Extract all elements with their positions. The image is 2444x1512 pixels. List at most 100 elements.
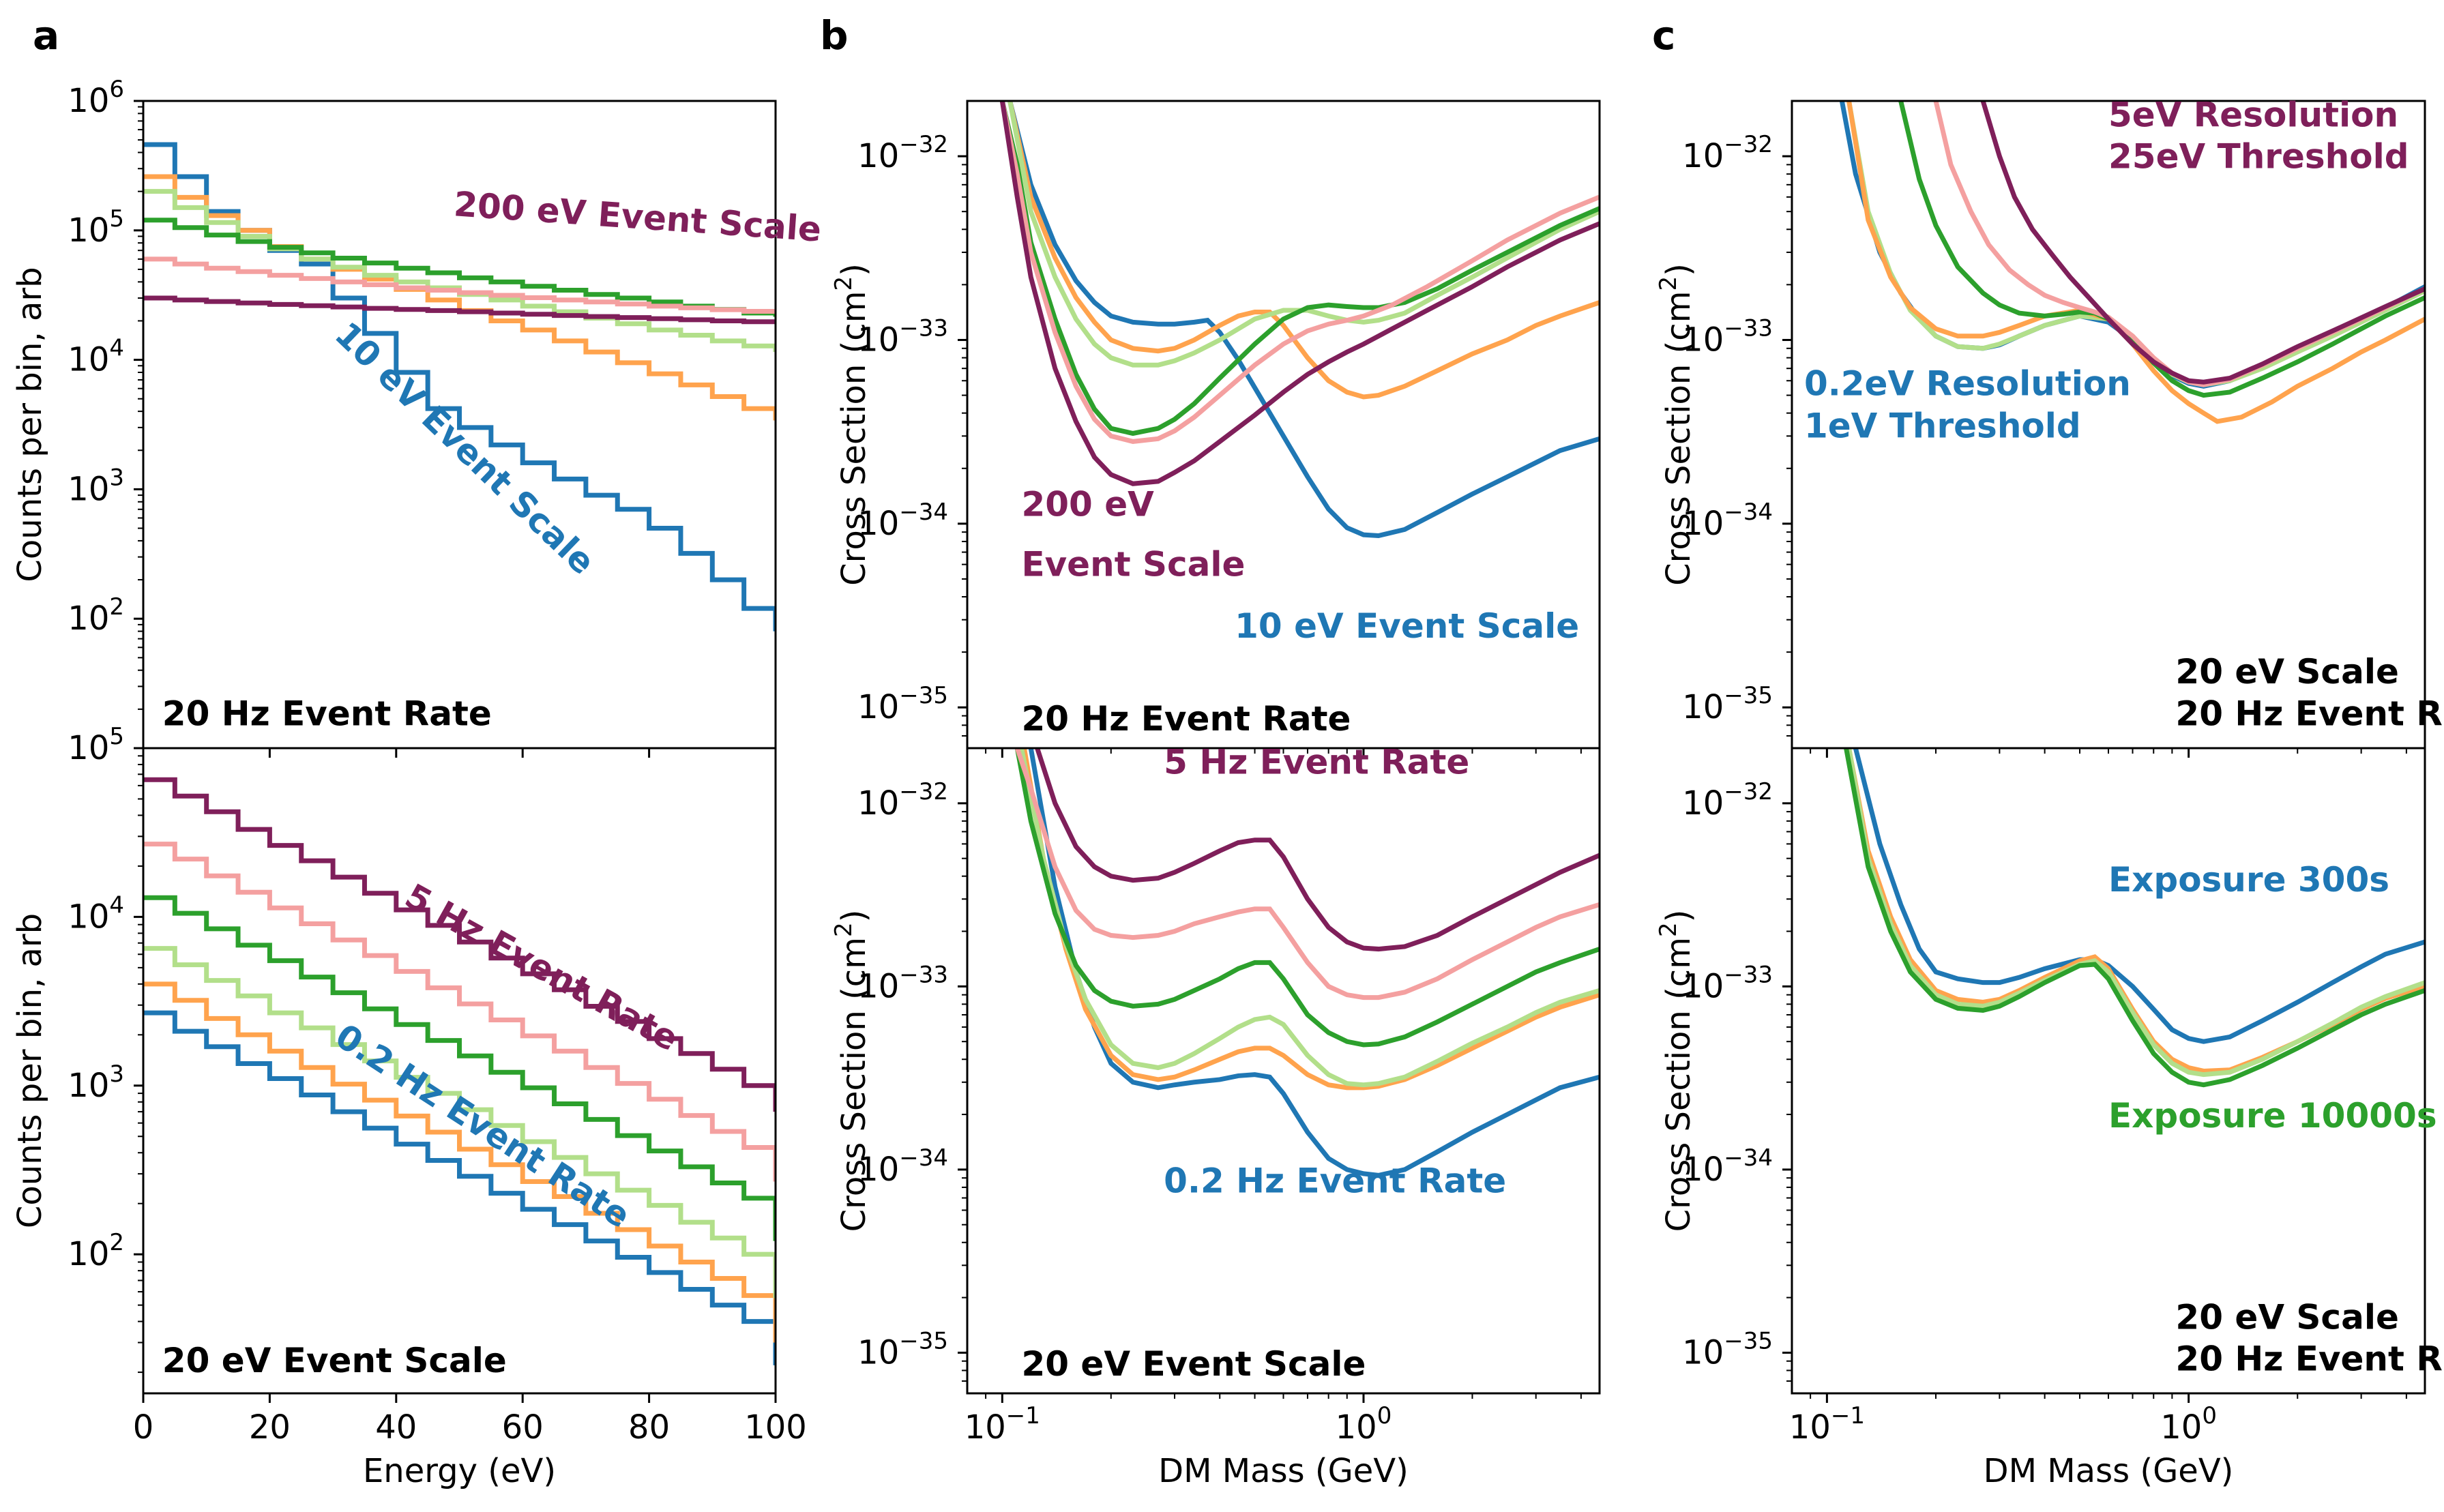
y-tick-label: 105 [68,205,124,250]
y-axis-label: Cross Section (cm2) [1655,910,1698,1232]
series-line-orange [1022,748,1600,1091]
series-line-blue [143,1010,776,1365]
y-tick-exponent: 4 [109,335,124,362]
annotation: 10 eV Event Scale [327,314,603,582]
series-line-lightgreen [1019,748,1600,1088]
y-tick-exponent: −33 [1724,961,1773,988]
y-axis-label: Cross Section (cm2) [1655,263,1698,586]
series-line-orange [143,981,776,1343]
y-axis-label: Counts per bin, arb [11,913,49,1228]
y-tick-label: 103 [68,464,124,508]
y-tick-exponent: 2 [109,593,124,621]
y-tick-label: 10−35 [1682,682,1773,726]
series-line-maroon [1980,101,2425,385]
series-group [1014,748,1600,1178]
series-group [999,101,1600,539]
series-line-blue [1007,101,1600,539]
annotation: 10 eV Event Scale [1235,606,1579,646]
axes-frame [966,747,1601,1395]
x-tick-label: 40 [375,1408,417,1447]
y-tick-exponent: 3 [109,1061,124,1088]
y-axis-label-sup: 2 [830,922,857,937]
y-tick-exponent: 2 [109,1229,124,1256]
annotation: 5 Hz Event Rate [1164,743,1469,782]
y-tick-label: 10−35 [1682,1327,1773,1372]
y-tick-label: 104 [68,891,124,936]
annotation: Exposure 300s [2108,860,2389,900]
y-tick-exponent: 5 [109,205,124,233]
series-line-pink [999,101,1600,444]
y-tick-exponent: −34 [899,1144,948,1172]
y-tick-label: 10−32 [1682,778,1773,822]
y-axis-label-end: ) [1660,910,1698,923]
axes-frame [142,747,777,1395]
annotation: Exposure 10000s [2108,1096,2437,1136]
y-tick-label: 10−32 [857,131,948,175]
y-axis-label-end: ) [835,263,873,276]
x-tick-exponent: 0 [1377,1402,1392,1429]
y-tick-label: 103 [68,1061,124,1105]
x-axis-label: DM Mass (GeV) [1984,1452,2234,1490]
x-tick-exponent: −1 [1831,1402,1865,1429]
series-line-maroon [143,777,776,1112]
y-tick-exponent: 3 [109,464,124,491]
y-tick-label: 10−32 [857,778,948,822]
y-axis-label-sup: 2 [830,276,857,291]
annotation: 200 eV [1021,485,1154,524]
annotation: 0.2 Hz Event Rate [1164,1161,1506,1200]
series-line-maroon [1035,748,1600,952]
annotation: 25eV Threshold [2108,137,2409,177]
y-tick-exponent: −35 [1724,1327,1773,1354]
annotation: 20 Hz Event Rate [1021,699,1351,739]
y-tick-exponent: −34 [899,499,948,526]
y-tick-label: 10−32 [1682,131,1773,175]
y-axis-label-sup: 2 [1655,276,1682,291]
series-line-maroon [999,101,1600,486]
x-tick-label: 0 [133,1408,154,1447]
y-axis-label: Counts per bin, arb [11,267,49,582]
x-axis-label: DM Mass (GeV) [1158,1452,1409,1490]
series-line-lightgreen [1007,101,1600,368]
y-tick-label: 106 [68,76,124,120]
x-tick-label: 100 [744,1408,807,1447]
series-line-pink [143,256,776,314]
x-tick-exponent: −1 [1006,1402,1040,1429]
x-tick-label: 100 [2160,1402,2217,1447]
y-axis-label: Cross Section (cm2) [830,910,873,1232]
y-tick-exponent: −34 [1724,1144,1773,1172]
y-tick-exponent: −33 [1724,314,1773,342]
x-tick-label: 20 [249,1408,291,1447]
x-tick-label: 60 [502,1408,544,1447]
series-line-darkgreen [1014,748,1600,1048]
y-tick-exponent: −32 [1724,778,1773,805]
y-axis-label-sup: 2 [1655,922,1682,937]
annotation: 1eV Threshold [1804,406,2081,445]
x-tick-label: 80 [628,1408,670,1447]
y-tick-exponent: −34 [1724,499,1773,526]
series-line-blue [1028,748,1600,1178]
panel-label-c: c [1652,12,1675,59]
annotation: 5 Hz Event Rate [398,876,685,1059]
x-tick-label: 10−1 [965,1402,1040,1447]
x-axis-label: Energy (eV) [363,1452,556,1490]
annotation: 200 eV Event Scale [452,184,823,250]
series-group [143,142,776,632]
y-tick-exponent: −35 [899,682,948,709]
x-tick-label: 10−1 [1789,1402,1865,1447]
plot-area: 102 103 104 105 106 Counts per bin, arb 200 eV… [11,76,2444,1490]
y-tick-exponent: −32 [899,778,948,805]
annotation: 20 eV Event Scale [1021,1344,1366,1384]
series-line-lightgreen [143,946,776,1299]
annotation: 0.2eV Resolution [1804,364,2131,404]
series-line-darkgreen [143,218,776,317]
y-tick-exponent: 4 [109,891,124,919]
y-axis-label: Cross Section (cm2) [830,263,873,586]
y-tick-exponent: −33 [899,961,948,988]
y-tick-label: 102 [68,1229,124,1273]
annotation: 20 Hz Event Rate [2175,1339,2444,1378]
y-tick-label: 10−35 [857,1327,948,1372]
